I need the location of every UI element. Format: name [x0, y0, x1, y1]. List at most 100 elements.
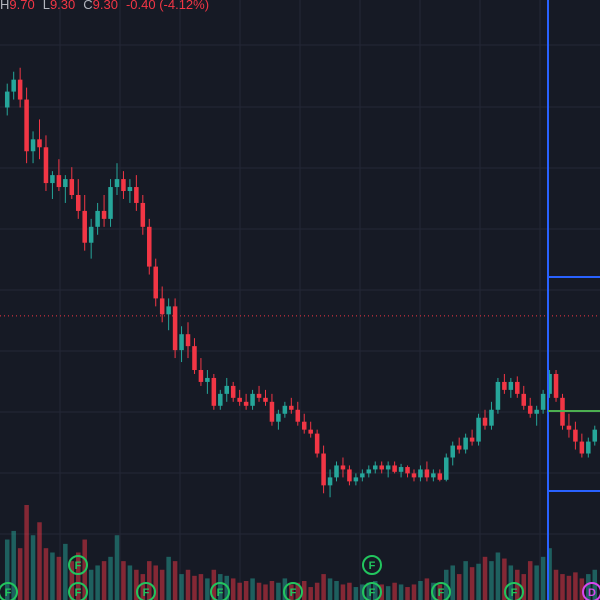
candle[interactable] [463, 433, 468, 454]
candle[interactable] [573, 421, 578, 450]
candle[interactable] [82, 195, 87, 251]
candle[interactable] [127, 179, 133, 203]
candle[interactable] [108, 179, 113, 227]
earnings-event-marker[interactable]: F [68, 582, 88, 600]
candle[interactable] [179, 326, 184, 363]
candle[interactable] [140, 195, 146, 235]
candle[interactable] [224, 377, 230, 402]
earnings-event-marker[interactable]: F [136, 582, 156, 600]
candle[interactable] [185, 322, 191, 359]
candle[interactable] [43, 135, 49, 192]
candle[interactable] [321, 445, 326, 494]
candle[interactable] [134, 175, 139, 211]
candle[interactable] [521, 385, 527, 410]
candle[interactable] [269, 393, 275, 426]
earnings-event-marker[interactable]: F [431, 582, 451, 600]
candle[interactable] [63, 175, 68, 203]
earnings-event-marker[interactable]: F [0, 582, 18, 600]
earnings-event-marker[interactable]: F [362, 582, 382, 600]
candle[interactable] [50, 171, 55, 199]
candle[interactable] [69, 167, 75, 199]
candle[interactable] [340, 457, 346, 478]
candle[interactable] [372, 461, 378, 474]
candle[interactable] [101, 195, 107, 227]
candle[interactable] [547, 370, 552, 398]
candle[interactable] [450, 441, 455, 466]
candle[interactable] [114, 163, 120, 195]
earnings-event-marker[interactable]: F [210, 582, 230, 600]
candle[interactable] [230, 381, 236, 402]
candle[interactable] [482, 409, 488, 430]
candle[interactable] [398, 463, 404, 478]
candle[interactable] [566, 413, 572, 438]
candle[interactable] [540, 389, 546, 414]
candle[interactable] [418, 465, 423, 482]
candle[interactable] [24, 87, 29, 164]
candle[interactable] [205, 370, 210, 394]
candle[interactable] [243, 393, 249, 410]
candle[interactable] [95, 202, 100, 235]
candle[interactable] [295, 401, 301, 426]
candle[interactable] [30, 131, 36, 164]
candle[interactable] [276, 409, 281, 430]
candle[interactable] [289, 397, 294, 414]
candle[interactable] [166, 298, 171, 331]
candle[interactable] [411, 469, 417, 482]
candle[interactable] [431, 469, 436, 482]
candle[interactable] [515, 376, 520, 398]
candle[interactable] [4, 83, 10, 116]
candle[interactable] [534, 405, 539, 426]
candle[interactable] [263, 389, 268, 406]
candle[interactable] [424, 461, 430, 482]
candle[interactable] [353, 473, 359, 486]
candle[interactable] [360, 469, 365, 482]
candle[interactable] [282, 401, 288, 418]
candle[interactable] [301, 413, 307, 434]
earnings-event-marker[interactable]: F [68, 555, 88, 575]
candle[interactable] [502, 373, 507, 394]
candle[interactable] [385, 461, 391, 478]
candle[interactable] [366, 465, 372, 478]
candle[interactable] [495, 377, 501, 414]
candle[interactable] [579, 433, 585, 458]
candle[interactable] [334, 461, 339, 482]
earnings-event-marker[interactable]: F [283, 582, 303, 600]
candle[interactable] [308, 421, 313, 438]
candle[interactable] [153, 258, 158, 307]
earnings-event-marker[interactable]: F [362, 555, 382, 575]
candle[interactable] [405, 465, 410, 478]
candle[interactable] [198, 358, 204, 386]
candle[interactable] [314, 429, 320, 458]
dividend-event-marker[interactable]: D [582, 582, 600, 600]
event-markers[interactable]: F F F F F F F F F F D [0, 555, 600, 600]
candle[interactable] [476, 413, 481, 446]
candle[interactable] [11, 71, 16, 100]
candle[interactable] [192, 338, 197, 374]
candle[interactable] [75, 179, 81, 219]
candle[interactable] [489, 401, 494, 430]
candle[interactable] [250, 389, 255, 410]
candle[interactable] [17, 67, 23, 108]
candle[interactable] [527, 397, 533, 418]
candle[interactable] [159, 286, 165, 323]
candle[interactable] [256, 385, 262, 402]
candle[interactable] [211, 373, 217, 410]
candle[interactable] [379, 461, 384, 474]
candle[interactable] [444, 453, 449, 482]
candle[interactable] [37, 119, 42, 160]
drawing-boxes[interactable] [547, 0, 600, 600]
candle[interactable] [237, 389, 242, 406]
candle[interactable] [469, 429, 475, 446]
candle[interactable] [586, 437, 591, 458]
candle[interactable] [392, 461, 397, 474]
candle[interactable] [347, 465, 352, 486]
candle[interactable] [456, 437, 462, 454]
candle[interactable] [218, 389, 223, 410]
candle[interactable] [88, 218, 94, 259]
candle[interactable] [437, 469, 443, 482]
candle[interactable] [147, 218, 152, 275]
candle[interactable] [508, 377, 514, 398]
candle[interactable] [553, 370, 559, 402]
candle[interactable] [121, 171, 126, 199]
